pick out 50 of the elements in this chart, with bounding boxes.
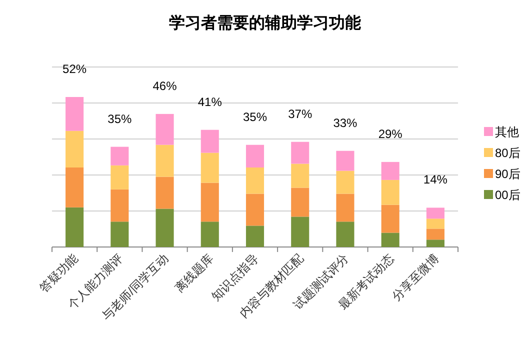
bar <box>156 114 174 145</box>
bar <box>66 168 84 208</box>
bar <box>381 232 400 247</box>
annotation: 37% <box>288 106 312 121</box>
bar <box>336 150 354 171</box>
bar <box>110 146 129 166</box>
bar <box>110 165 129 190</box>
legend-label: 80后 <box>495 146 520 160</box>
annotation: 14% <box>423 172 448 187</box>
bar <box>291 216 310 247</box>
chart-title: 学习者需要的辅助学习功能 <box>169 14 361 32</box>
annotation: 33% <box>333 116 358 130</box>
legend-label: 90后 <box>495 167 520 181</box>
bar <box>200 222 219 247</box>
bar <box>426 228 444 240</box>
bar <box>291 188 310 217</box>
bar <box>246 144 264 168</box>
bar <box>110 222 129 247</box>
bar <box>336 194 354 222</box>
bar <box>66 97 84 131</box>
bar <box>66 207 84 247</box>
annotation: 41% <box>198 94 222 109</box>
bar <box>381 180 400 205</box>
bar <box>200 152 219 183</box>
annotation: 35% <box>108 112 132 126</box>
bar <box>246 168 264 194</box>
bar <box>246 226 264 247</box>
bar <box>426 218 444 229</box>
bar <box>200 130 219 153</box>
bar <box>156 208 174 247</box>
bar <box>110 189 129 222</box>
bar <box>426 240 444 247</box>
annotation: 29% <box>378 126 403 141</box>
bar <box>336 222 354 247</box>
text: 52% <box>62 62 87 76</box>
bar <box>291 164 310 188</box>
annotation: 35% <box>242 110 268 124</box>
bar <box>336 170 354 194</box>
legend-label: 其他 <box>495 125 519 139</box>
legend-label: 00后 <box>495 188 520 202</box>
bar <box>156 144 174 177</box>
bar <box>246 194 264 226</box>
text: 46% <box>152 78 178 93</box>
bar <box>291 142 310 164</box>
bar <box>381 204 400 233</box>
bar <box>156 176 174 209</box>
bar <box>66 130 84 168</box>
bar <box>381 162 400 180</box>
bar <box>426 208 444 219</box>
bar <box>200 182 219 222</box>
